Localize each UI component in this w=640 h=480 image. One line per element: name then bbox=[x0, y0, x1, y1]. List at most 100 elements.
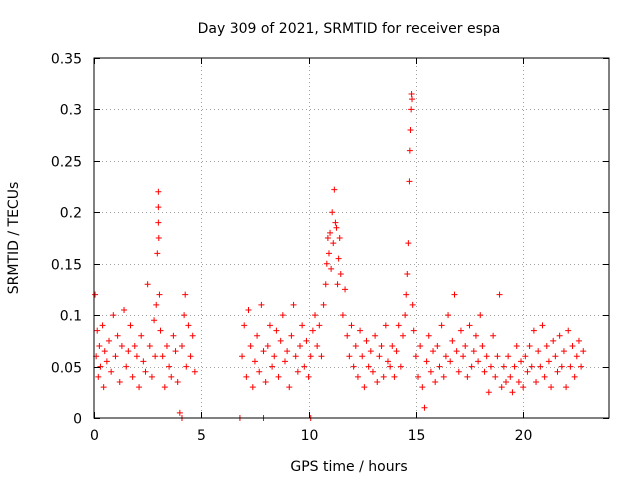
data-point bbox=[239, 353, 246, 360]
data-point bbox=[365, 363, 372, 370]
x-tick-labels: 0 5 10 15 20 bbox=[90, 428, 532, 444]
x-tick-label: 15 bbox=[408, 428, 426, 444]
y-tick-label: 0 bbox=[73, 412, 82, 428]
data-point bbox=[301, 363, 308, 370]
data-point bbox=[108, 368, 115, 375]
data-point bbox=[408, 91, 415, 97]
y-tick-label: 0.3 bbox=[60, 103, 82, 119]
data-point bbox=[144, 281, 151, 288]
data-point bbox=[155, 235, 162, 241]
data-point bbox=[325, 250, 332, 257]
data-point bbox=[332, 219, 339, 226]
data-point bbox=[487, 363, 494, 370]
data-point bbox=[409, 301, 416, 308]
data-point bbox=[462, 343, 469, 349]
data-point bbox=[249, 384, 256, 391]
data-point bbox=[533, 379, 540, 385]
data-point bbox=[575, 337, 582, 344]
y-tick-label: 0.2 bbox=[60, 206, 82, 222]
data-point bbox=[354, 373, 361, 380]
data-point bbox=[103, 358, 110, 365]
data-point bbox=[464, 373, 471, 380]
data-point bbox=[328, 265, 335, 272]
x-tick-label: 10 bbox=[301, 428, 319, 444]
data-point bbox=[191, 368, 198, 375]
data-point bbox=[483, 353, 490, 360]
data-point bbox=[183, 363, 190, 370]
data-point bbox=[518, 358, 525, 365]
data-point bbox=[314, 343, 321, 349]
data-point bbox=[560, 348, 567, 355]
data-point bbox=[129, 373, 136, 380]
data-point bbox=[348, 322, 355, 329]
data-point bbox=[455, 368, 462, 375]
data-point bbox=[376, 353, 383, 360]
data-point bbox=[297, 343, 303, 349]
data-point bbox=[133, 353, 140, 360]
data-point bbox=[331, 186, 338, 193]
data-point bbox=[409, 96, 416, 103]
data-point bbox=[423, 358, 430, 365]
data-point bbox=[155, 188, 162, 195]
data-point bbox=[415, 373, 422, 380]
y-tick-label: 0.15 bbox=[51, 258, 82, 274]
data-point bbox=[254, 332, 261, 339]
data-point bbox=[92, 291, 99, 298]
data-point bbox=[397, 363, 404, 370]
data-point bbox=[123, 363, 130, 370]
data-point bbox=[277, 337, 284, 344]
data-point bbox=[262, 379, 269, 385]
data-point bbox=[569, 343, 576, 349]
data-point bbox=[350, 363, 357, 370]
data-point bbox=[524, 368, 531, 375]
data-point bbox=[333, 224, 340, 231]
data-point bbox=[342, 286, 349, 293]
data-point bbox=[382, 322, 389, 329]
data-point bbox=[457, 327, 464, 334]
data-point bbox=[344, 332, 351, 339]
data-point bbox=[151, 317, 158, 324]
data-point bbox=[470, 348, 477, 355]
data-point bbox=[530, 327, 537, 334]
data-point bbox=[436, 363, 443, 370]
data-point bbox=[327, 229, 334, 236]
data-point bbox=[384, 358, 391, 365]
data-point bbox=[421, 404, 428, 411]
data-point bbox=[405, 240, 412, 247]
data-point bbox=[245, 307, 252, 313]
data-point bbox=[417, 343, 424, 349]
data-point bbox=[526, 343, 533, 349]
data-point bbox=[309, 327, 316, 334]
data-point bbox=[432, 379, 439, 385]
data-point bbox=[153, 301, 160, 308]
data-point bbox=[520, 384, 527, 391]
data-point bbox=[460, 353, 467, 360]
data-point bbox=[395, 322, 402, 329]
data-point bbox=[182, 291, 189, 298]
data-point bbox=[427, 368, 434, 375]
data-point bbox=[181, 312, 188, 319]
data-point bbox=[498, 384, 505, 391]
data-point bbox=[550, 337, 557, 344]
data-point bbox=[475, 358, 482, 365]
data-point bbox=[339, 312, 346, 319]
data-point bbox=[155, 204, 162, 211]
data-point bbox=[303, 337, 310, 344]
data-point bbox=[131, 343, 138, 349]
data-point bbox=[329, 209, 336, 216]
data-point bbox=[515, 379, 522, 385]
data-point bbox=[372, 332, 379, 339]
data-point bbox=[361, 384, 368, 391]
data-point bbox=[490, 332, 497, 339]
data-point bbox=[251, 358, 258, 365]
data-point bbox=[168, 373, 175, 380]
data-point bbox=[266, 322, 273, 329]
data-point bbox=[161, 384, 168, 391]
data-point bbox=[507, 373, 514, 380]
data-point bbox=[312, 312, 319, 319]
data-point bbox=[563, 384, 570, 391]
data-point bbox=[286, 384, 293, 391]
data-point bbox=[466, 322, 473, 329]
data-point bbox=[403, 291, 410, 298]
data-point bbox=[522, 353, 529, 360]
